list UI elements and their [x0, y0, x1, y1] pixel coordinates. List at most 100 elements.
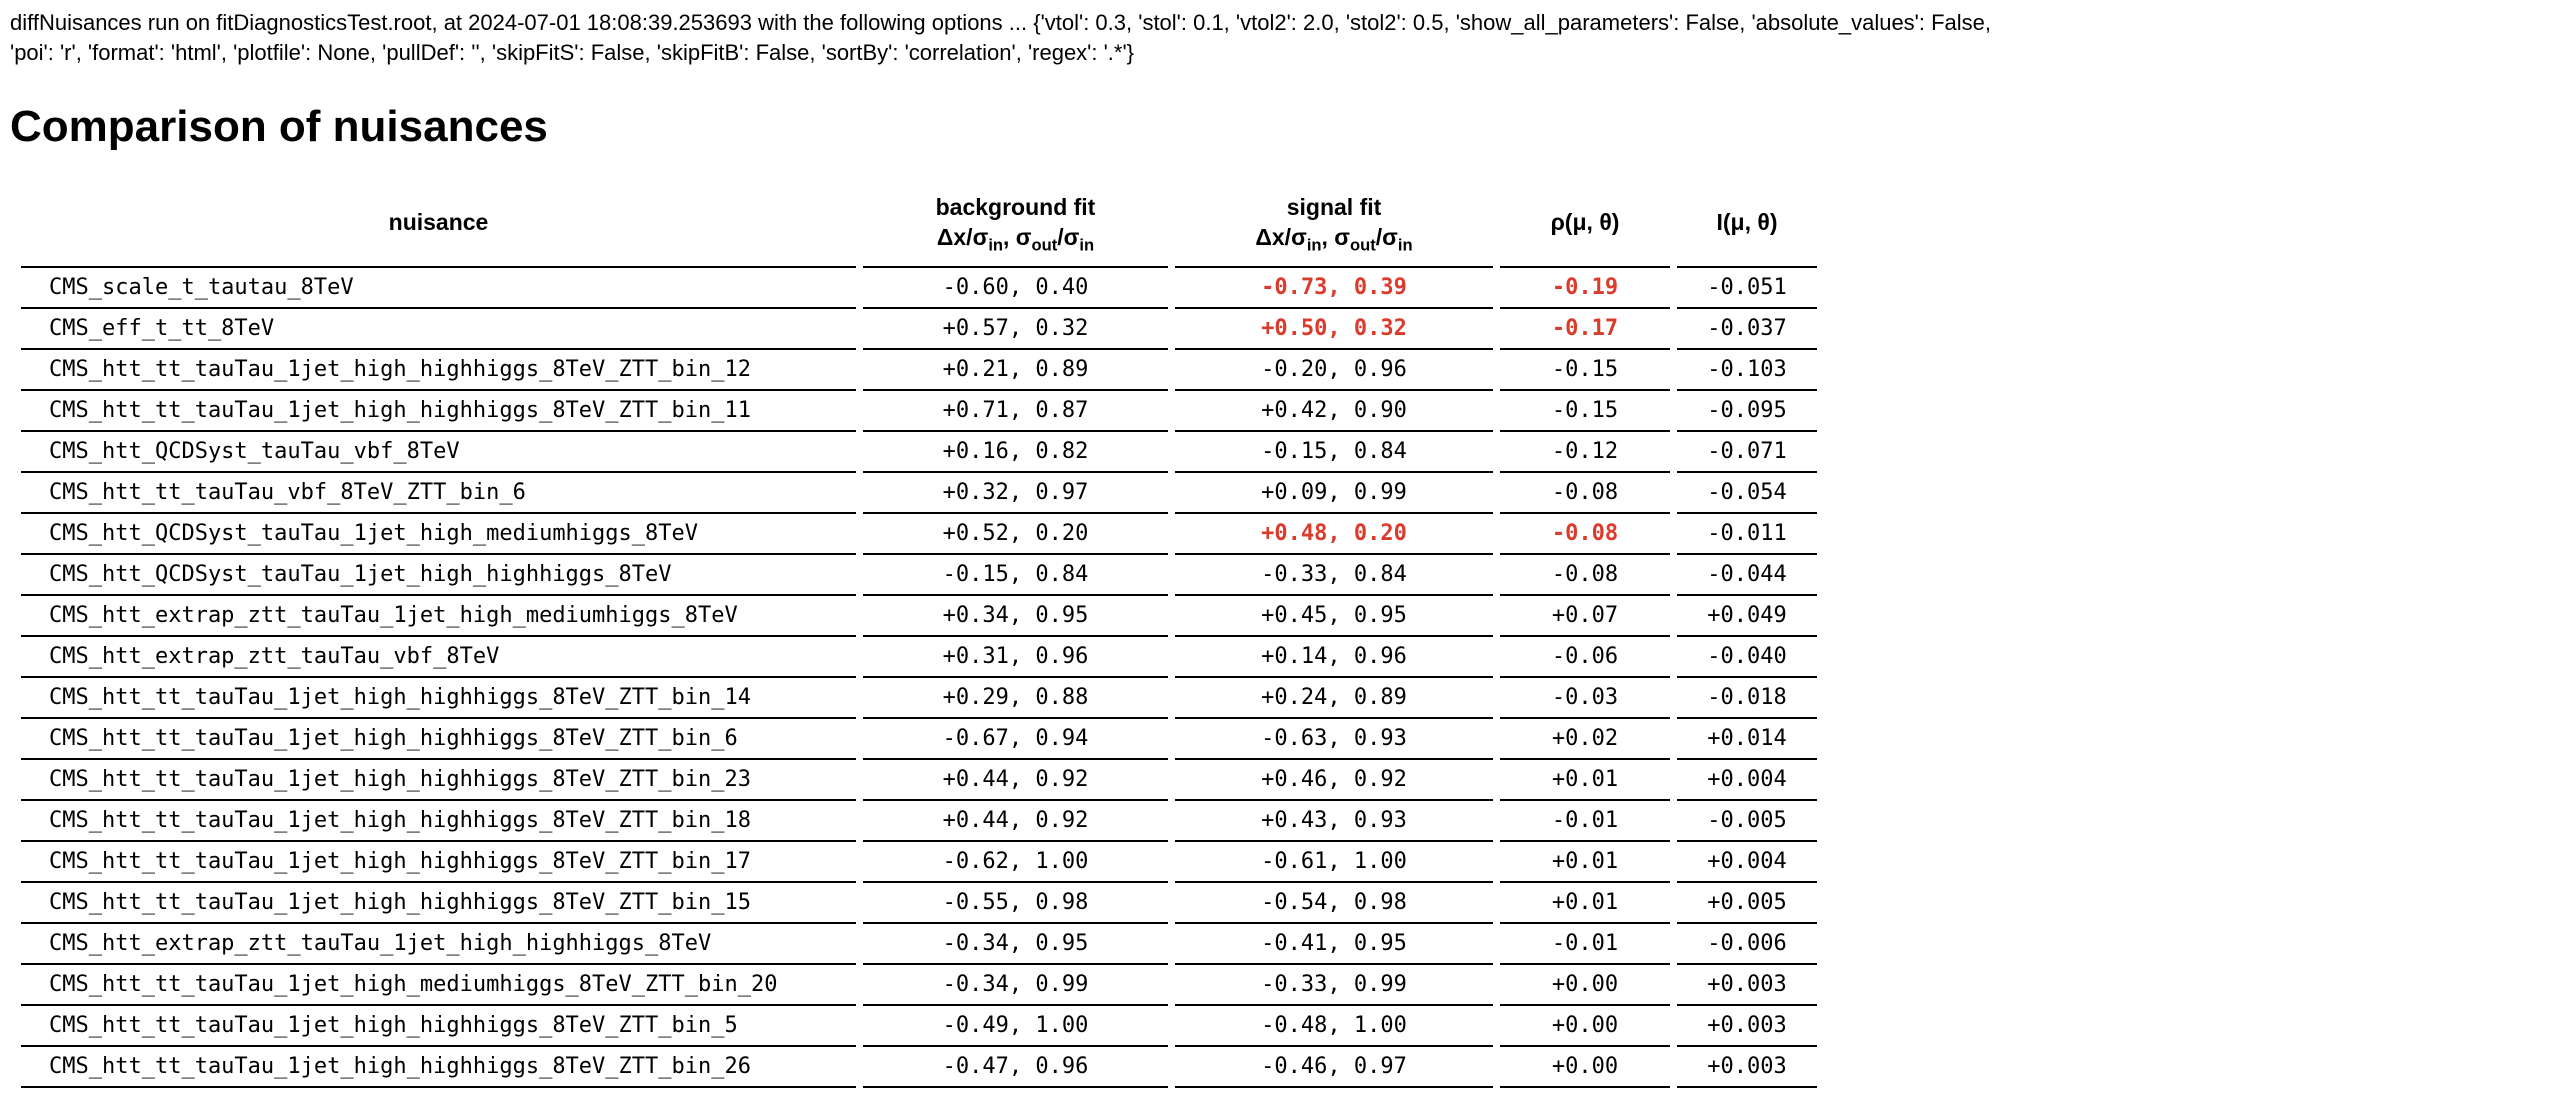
nuisance-name: CMS_htt_tt_tauTau_vbf_8TeV_ZTT_bin_6	[21, 473, 856, 514]
table-row: CMS_htt_tt_tauTau_1jet_high_highhiggs_8T…	[21, 1047, 1817, 1088]
background-fit-value: -0.67, 0.94	[863, 719, 1168, 760]
table-row: CMS_htt_tt_tauTau_1jet_high_highhiggs_8T…	[21, 883, 1817, 924]
table-row: CMS_htt_extrap_ztt_tauTau_1jet_high_high…	[21, 924, 1817, 965]
table-row: CMS_htt_extrap_ztt_tauTau_vbf_8TeV +0.31…	[21, 637, 1817, 678]
signal-fit-value: -0.33, 0.84	[1175, 555, 1493, 596]
table-row: CMS_htt_QCDSyst_tauTau_1jet_high_highhig…	[21, 555, 1817, 596]
nuisance-name: CMS_eff_t_tt_8TeV	[21, 309, 856, 350]
background-fit-value: -0.62, 1.00	[863, 842, 1168, 883]
signal-fit-value: -0.15, 0.84	[1175, 432, 1493, 473]
signal-fit-value: -0.61, 1.00	[1175, 842, 1493, 883]
table-header: nuisance background fit Δx/σin, σout/σin…	[21, 182, 1817, 268]
nuisance-name: CMS_htt_tt_tauTau_1jet_high_highhiggs_8T…	[21, 801, 856, 842]
info-value: -0.037	[1677, 309, 1817, 350]
nuisance-name: CMS_htt_tt_tauTau_1jet_high_highhiggs_8T…	[21, 1006, 856, 1047]
nuisance-name: CMS_htt_tt_tauTau_1jet_high_highhiggs_8T…	[21, 350, 856, 391]
run-options-line-1: diffNuisances run on fitDiagnosticsTest.…	[10, 10, 1992, 35]
background-fit-value: -0.47, 0.96	[863, 1047, 1168, 1088]
background-fit-value: -0.60, 0.40	[863, 268, 1168, 309]
nuisance-name: CMS_htt_tt_tauTau_1jet_high_highhiggs_8T…	[21, 842, 856, 883]
signal-fit-value: -0.48, 1.00	[1175, 1006, 1493, 1047]
info-value: +0.004	[1677, 842, 1817, 883]
info-value: +0.004	[1677, 760, 1817, 801]
signal-fit-value: -0.41, 0.95	[1175, 924, 1493, 965]
rho-value: +0.00	[1500, 1006, 1670, 1047]
info-value: -0.005	[1677, 801, 1817, 842]
table-row: CMS_htt_tt_tauTau_1jet_high_highhiggs_8T…	[21, 842, 1817, 883]
background-fit-value: +0.57, 0.32	[863, 309, 1168, 350]
info-value: +0.014	[1677, 719, 1817, 760]
signal-fit-value: +0.48, 0.20	[1175, 514, 1493, 555]
column-header-background-fit: background fit Δx/σin, σout/σin	[863, 182, 1168, 268]
rho-value: +0.01	[1500, 842, 1670, 883]
rho-value: -0.08	[1500, 514, 1670, 555]
info-value: +0.003	[1677, 965, 1817, 1006]
table-row: CMS_eff_t_tt_8TeV +0.57, 0.32 +0.50, 0.3…	[21, 309, 1817, 350]
background-fit-value: -0.34, 0.95	[863, 924, 1168, 965]
table-row: CMS_htt_QCDSyst_tauTau_vbf_8TeV +0.16, 0…	[21, 432, 1817, 473]
rho-value: -0.08	[1500, 473, 1670, 514]
signal-fit-value: +0.45, 0.95	[1175, 596, 1493, 637]
rho-value: -0.01	[1500, 801, 1670, 842]
rho-value: -0.19	[1500, 268, 1670, 309]
nuisance-name: CMS_htt_tt_tauTau_1jet_high_highhiggs_8T…	[21, 719, 856, 760]
background-fit-value: -0.34, 0.99	[863, 965, 1168, 1006]
info-value: -0.011	[1677, 514, 1817, 555]
nuisance-name: CMS_htt_extrap_ztt_tauTau_1jet_high_high…	[21, 924, 856, 965]
info-value: +0.049	[1677, 596, 1817, 637]
background-fit-value: +0.44, 0.92	[863, 801, 1168, 842]
page-title: Comparison of nuisances	[10, 102, 548, 151]
rho-value: +0.00	[1500, 965, 1670, 1006]
column-header-info: I(μ, θ)	[1677, 182, 1817, 268]
background-fit-value: +0.31, 0.96	[863, 637, 1168, 678]
nuisance-name: CMS_htt_extrap_ztt_tauTau_1jet_high_medi…	[21, 596, 856, 637]
info-value: +0.003	[1677, 1006, 1817, 1047]
table-row: CMS_htt_tt_tauTau_1jet_high_highhiggs_8T…	[21, 678, 1817, 719]
column-header-signal-fit: signal fit Δx/σin, σout/σin	[1175, 182, 1493, 268]
background-fit-value: -0.49, 1.00	[863, 1006, 1168, 1047]
nuisance-name: CMS_htt_extrap_ztt_tauTau_vbf_8TeV	[21, 637, 856, 678]
signal-fit-value: +0.50, 0.32	[1175, 309, 1493, 350]
nuisance-name: CMS_scale_t_tautau_8TeV	[21, 268, 856, 309]
background-fit-value: +0.32, 0.97	[863, 473, 1168, 514]
table-row: CMS_htt_tt_tauTau_1jet_high_mediumhiggs_…	[21, 965, 1817, 1006]
nuisances-table: nuisance background fit Δx/σin, σout/σin…	[14, 182, 1824, 1088]
info-value: -0.095	[1677, 391, 1817, 432]
nuisance-name: CMS_htt_tt_tauTau_1jet_high_highhiggs_8T…	[21, 391, 856, 432]
column-header-nuisance: nuisance	[21, 182, 856, 268]
signal-fit-value: -0.63, 0.93	[1175, 719, 1493, 760]
rho-value: -0.15	[1500, 350, 1670, 391]
nuisance-name: CMS_htt_tt_tauTau_1jet_high_highhiggs_8T…	[21, 883, 856, 924]
signal-fit-value: -0.54, 0.98	[1175, 883, 1493, 924]
rho-value: -0.08	[1500, 555, 1670, 596]
table-row: CMS_htt_tt_tauTau_1jet_high_highhiggs_8T…	[21, 801, 1817, 842]
info-value: -0.103	[1677, 350, 1817, 391]
background-fit-value: -0.15, 0.84	[863, 555, 1168, 596]
nuisance-name: CMS_htt_tt_tauTau_1jet_high_highhiggs_8T…	[21, 760, 856, 801]
rho-value: +0.07	[1500, 596, 1670, 637]
nuisance-name: CMS_htt_QCDSyst_tauTau_1jet_high_highhig…	[21, 555, 856, 596]
background-fit-value: +0.16, 0.82	[863, 432, 1168, 473]
table-row: CMS_htt_tt_tauTau_1jet_high_highhiggs_8T…	[21, 1006, 1817, 1047]
signal-fit-label: signal fit	[1286, 194, 1382, 220]
background-fit-value: +0.21, 0.89	[863, 350, 1168, 391]
signal-fit-value: -0.73, 0.39	[1175, 268, 1493, 309]
table-row: CMS_htt_extrap_ztt_tauTau_1jet_high_medi…	[21, 596, 1817, 637]
rho-value: +0.01	[1500, 883, 1670, 924]
signal-fit-value: +0.43, 0.93	[1175, 801, 1493, 842]
table-row: CMS_htt_tt_tauTau_1jet_high_highhiggs_8T…	[21, 719, 1817, 760]
info-value: -0.006	[1677, 924, 1817, 965]
signal-fit-value: +0.14, 0.96	[1175, 637, 1493, 678]
info-value: -0.071	[1677, 432, 1817, 473]
signal-fit-value: -0.46, 0.97	[1175, 1047, 1493, 1088]
rho-value: -0.03	[1500, 678, 1670, 719]
table-row: CMS_htt_QCDSyst_tauTau_1jet_high_mediumh…	[21, 514, 1817, 555]
table-row: CMS_scale_t_tautau_8TeV -0.60, 0.40 -0.7…	[21, 268, 1817, 309]
nuisance-name: CMS_htt_QCDSyst_tauTau_1jet_high_mediumh…	[21, 514, 856, 555]
signal-fit-formula: Δx/σin, σout/σin	[1255, 224, 1413, 255]
info-value: -0.054	[1677, 473, 1817, 514]
table-body: CMS_scale_t_tautau_8TeV -0.60, 0.40 -0.7…	[21, 268, 1817, 1088]
info-value: -0.040	[1677, 637, 1817, 678]
run-options-line-2: 'poi': 'r', 'format': 'html', 'plotfile'…	[10, 40, 1135, 65]
